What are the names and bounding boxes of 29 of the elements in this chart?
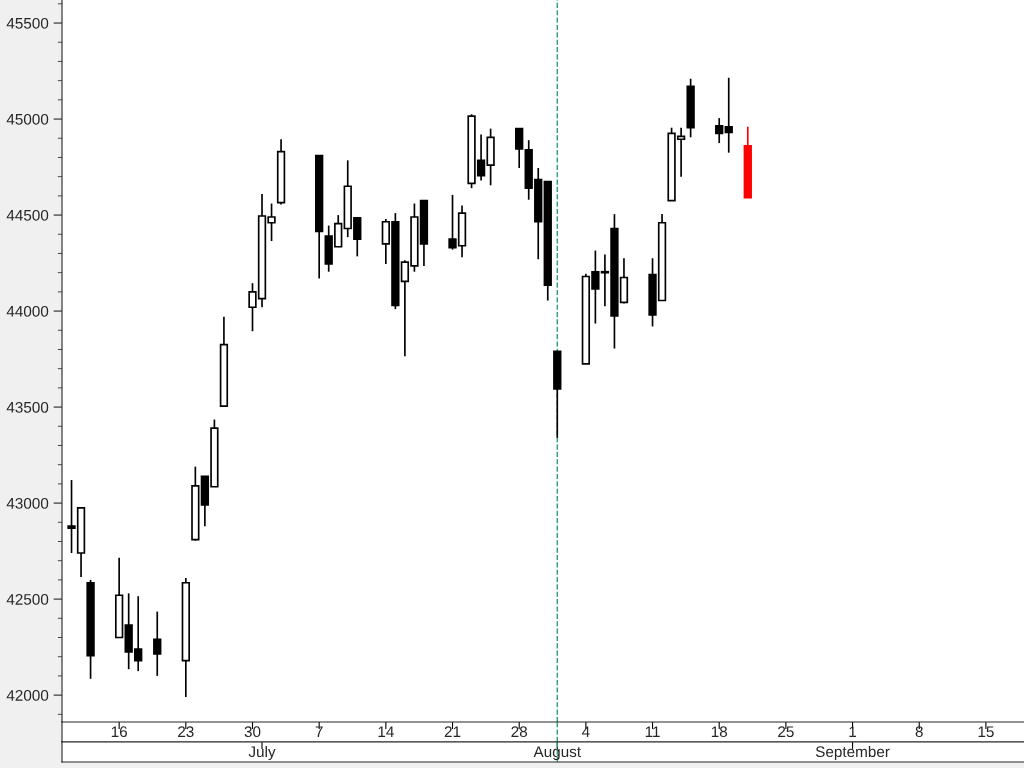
candlestick	[715, 117, 724, 144]
y-tick-label: 44500	[6, 209, 49, 221]
x-tick-label: 11	[645, 726, 660, 737]
x-tick-label: 8	[915, 726, 923, 738]
x2-tick-label: September	[815, 745, 890, 761]
y-tick-label: 42500	[6, 593, 49, 605]
x-tick-label: 16	[111, 726, 127, 738]
x-tick-label: 21	[444, 726, 461, 737]
y-tick-label: 43000	[6, 497, 49, 509]
x-tick-label: 28	[511, 726, 528, 738]
x-tick-label: 1	[849, 726, 857, 737]
x-tick-label: 4	[581, 726, 590, 737]
x2-tick-label: July	[248, 745, 276, 761]
y-tick-label: 45000	[6, 113, 49, 125]
candlestick	[515, 127, 524, 169]
y-tick-label: 45500	[6, 17, 49, 29]
candlestick	[724, 76, 733, 154]
y-tick-label: 42000	[6, 689, 49, 701]
x-tick-label: 30	[244, 726, 261, 738]
candlestick	[153, 610, 162, 677]
x-tick-label: 23	[178, 726, 194, 738]
x-tick-label: 15	[978, 726, 994, 738]
x-tick-label: 18	[711, 726, 728, 738]
y-tick-label: 44000	[6, 305, 49, 317]
y-tick-label: 43500	[6, 401, 49, 413]
x2-tick-label: August	[533, 746, 581, 761]
x-tick-label: 14	[378, 726, 394, 737]
x-tick-label: 25	[778, 726, 794, 738]
x-tick-label: 7	[315, 726, 323, 737]
